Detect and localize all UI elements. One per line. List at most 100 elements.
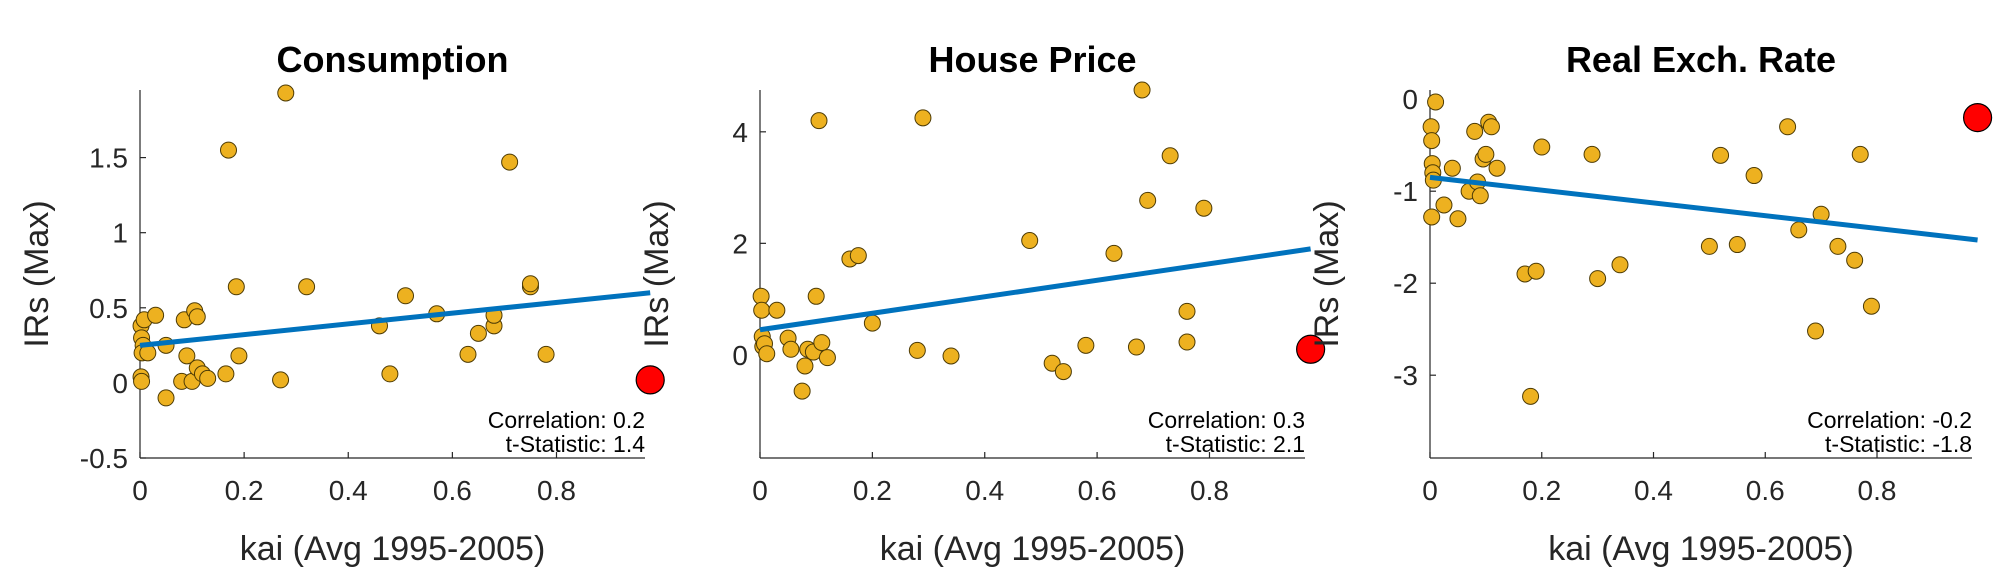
scatter-point: [1745, 167, 1763, 185]
scatter-point: [1471, 187, 1489, 205]
scatter-point: [1054, 363, 1072, 381]
regression-line: [759, 246, 1311, 333]
y-tick-label: -2: [1393, 268, 1418, 299]
x-tick-label: 0: [1422, 475, 1438, 506]
scatter-point: [501, 153, 519, 171]
y-tick-label: -0.5: [80, 443, 128, 474]
scatter-point: [397, 287, 415, 305]
correlation-text: Correlation: 0.3: [1148, 407, 1305, 433]
scatter-point: [1127, 338, 1145, 356]
scatter-point: [230, 347, 248, 365]
chart-panel-3: 0 0.2 0.4 0.6 0.8 -3 -2 -1 0 Real Exch. Rate kai (…: [1308, 39, 1993, 568]
highlight-point: [1296, 334, 1326, 364]
x-tick-label: 0: [752, 475, 768, 506]
t-statistic-text: t-Statistic: -1.8: [1825, 431, 1972, 457]
scatter-point: [863, 314, 881, 332]
x-tick-label: 0.2: [853, 475, 892, 506]
scatter-point: [133, 372, 151, 390]
scatter-point: [1178, 333, 1196, 351]
x-tick-label: 0.4: [1634, 475, 1673, 506]
scatter-point: [807, 287, 825, 305]
y-tick-label: -1: [1393, 176, 1418, 207]
scatter-point: [381, 365, 399, 383]
x-tick-label: 0.4: [965, 475, 1004, 506]
x-tick-label: 0.6: [1746, 475, 1785, 506]
x-tick-label: 0.6: [1078, 475, 1117, 506]
scatter-point: [1105, 244, 1123, 262]
scatter-point: [1449, 210, 1467, 228]
scatter-point: [768, 301, 786, 319]
x-tick-label: 0.8: [1190, 475, 1229, 506]
scatter-point: [818, 349, 836, 367]
correlation-text: Correlation: -0.2: [1807, 407, 1972, 433]
scatter-point: [147, 306, 165, 324]
scatter-point: [1443, 159, 1461, 177]
scatter-point: [1846, 251, 1864, 269]
scatter-point: [1161, 147, 1179, 165]
scatter-point: [1488, 159, 1506, 177]
scatter-point: [188, 308, 206, 326]
scatter-point: [1807, 322, 1825, 340]
scatter-point: [1851, 145, 1869, 163]
scatter-point: [1482, 118, 1500, 136]
y-tick-label: 0: [112, 368, 128, 399]
chart-title: Real Exch. Rate: [1566, 39, 1836, 80]
y-tick-label: 0: [1402, 84, 1418, 115]
scatter-point: [1527, 262, 1545, 280]
scatter-point: [849, 247, 867, 265]
x-tick-label: 0.6: [433, 475, 472, 506]
y-tick-label: 4: [732, 117, 748, 148]
x-tick-label: 0.8: [537, 475, 576, 506]
scatter-point: [272, 371, 290, 389]
scatter-point: [758, 345, 776, 363]
t-statistic-text: t-Statistic: 1.4: [506, 431, 646, 457]
scatter-point: [1533, 138, 1551, 156]
scatter-point: [908, 341, 926, 359]
scatter-point: [753, 301, 771, 319]
x-axis-label: kai (Avg 1995-2005): [240, 530, 546, 568]
chart-title: Consumption: [277, 39, 509, 80]
scatter-point: [1423, 208, 1441, 226]
chart-panel-1: 0 0.2 0.4 0.6 0.8-0.500.511.5Consumptionkai …: [18, 39, 665, 568]
y-axis-label: IRs (Max): [638, 200, 676, 347]
scatter-point: [277, 84, 295, 102]
scatter-point: [1728, 236, 1746, 254]
scatter-point: [1195, 199, 1213, 217]
scatter-point: [914, 109, 932, 127]
x-tick-label: 0: [132, 475, 148, 506]
scatter-point: [1021, 232, 1039, 250]
scatter-point: [298, 278, 316, 296]
scatter-point: [1611, 256, 1629, 274]
scatter-point: [1583, 145, 1601, 163]
scatter-point: [220, 141, 238, 159]
scatter-point: [1477, 145, 1495, 163]
scatter-point: [1712, 146, 1730, 164]
scatter-point: [1779, 118, 1797, 136]
scatter-point: [469, 324, 487, 342]
scatter-point: [1435, 196, 1453, 214]
scatter-point: [1862, 297, 1880, 315]
scatter-point: [782, 340, 800, 358]
y-tick-label: 2: [732, 228, 748, 259]
scatter-point: [1178, 302, 1196, 320]
highlight-point: [1962, 102, 1993, 133]
scatter-point: [1466, 122, 1484, 140]
scatter-point: [1139, 191, 1157, 209]
y-tick-label: -3: [1393, 360, 1418, 391]
scatter-point: [178, 347, 196, 365]
scatter-point: [521, 275, 539, 293]
scatter-point: [459, 345, 477, 363]
scatter-point: [217, 365, 235, 383]
scatter-point: [1829, 237, 1847, 255]
scatter-point: [227, 278, 245, 296]
correlation-text: Correlation: 0.2: [488, 407, 645, 433]
scatter-point: [793, 382, 811, 400]
chart-title: House Price: [928, 39, 1136, 80]
scatter-point: [796, 357, 814, 375]
y-axis-label: IRs (Max): [18, 200, 56, 347]
scatter-point: [537, 345, 555, 363]
y-axis-label: IRs (Max): [1308, 200, 1346, 347]
scatter-point: [1427, 93, 1445, 111]
scatter-point: [813, 334, 831, 352]
scatter-point: [1589, 270, 1607, 288]
